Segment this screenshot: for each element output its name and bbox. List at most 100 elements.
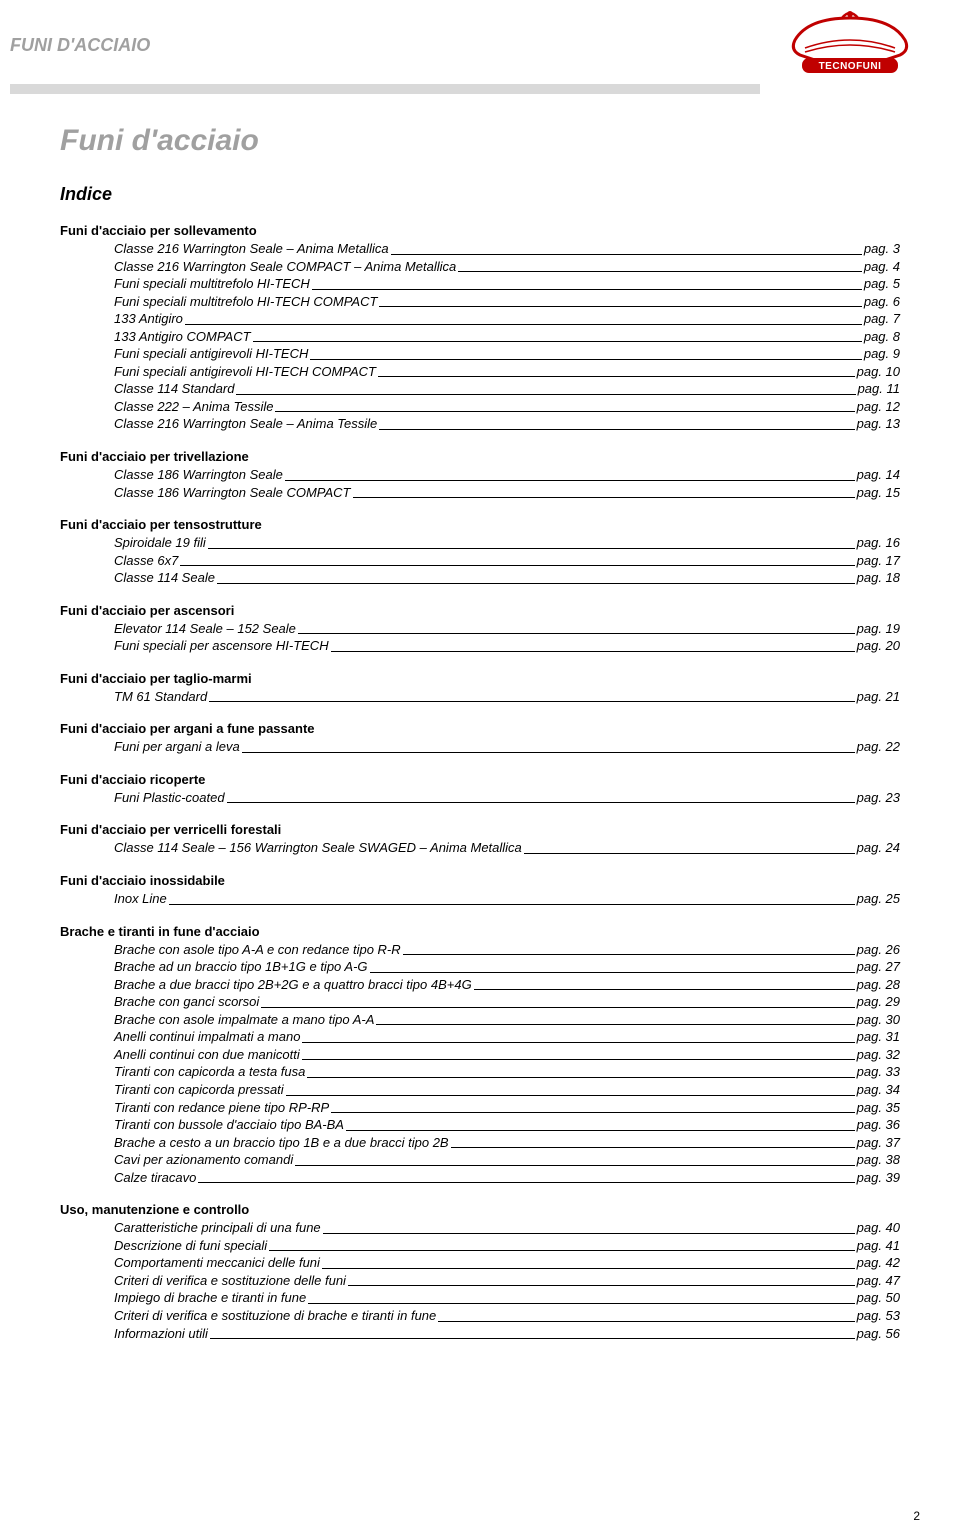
toc-row-page: pag. 37: [857, 1134, 900, 1152]
section-rows: TM 61 Standardpag. 21: [60, 688, 900, 706]
section-rows: Inox Linepag. 25: [60, 890, 900, 908]
toc-row: Funi speciali antigirevoli HI-TECHpag. 9: [114, 345, 900, 363]
toc-row-label: Elevator 114 Seale – 152 Seale: [114, 620, 296, 638]
toc-row-leader: [376, 1024, 854, 1025]
toc-row: Classe 222 – Anima Tessile pag. 12: [114, 398, 900, 416]
toc-row-label: Tiranti con bussole d'acciaio tipo BA-BA: [114, 1116, 344, 1134]
toc-row-leader: [346, 1130, 855, 1131]
toc-row-page: pag. 28: [857, 976, 900, 994]
toc-row: Funi per argani a leva pag. 22: [114, 738, 900, 756]
toc-row-leader: [310, 359, 862, 360]
toc-row-page: pag. 6: [864, 293, 900, 311]
toc-row-label: Classe 186 Warrington Seale COMPACT: [114, 484, 351, 502]
toc-row: Classe 186 Warrington Sealepag. 14: [114, 466, 900, 484]
toc-row-leader: [253, 341, 862, 342]
toc-row: TM 61 Standardpag. 21: [114, 688, 900, 706]
toc-row: Funi speciali antigirevoli HI-TECH COMPA…: [114, 363, 900, 381]
toc-row-label: Anelli continui con due manicotti: [114, 1046, 300, 1064]
toc-row-leader: [379, 306, 861, 307]
toc-row: Funi speciali per ascensore HI-TECHpag. …: [114, 637, 900, 655]
toc-row: Classe 216 Warrington Seale COMPACT – An…: [114, 258, 900, 276]
toc-row-page: pag. 31: [857, 1028, 900, 1046]
toc-row-label: Criteri di verifica e sostituzione delle…: [114, 1272, 346, 1290]
toc-row: Brache ad un braccio tipo 1B+1G e tipo A…: [114, 958, 900, 976]
page-number: 2: [913, 1509, 920, 1523]
toc-row-label: 133 Antigiro: [114, 310, 183, 328]
section-rows: Funi Plastic-coatedpag. 23: [60, 789, 900, 807]
toc-row-label: Tiranti con capicorda pressati: [114, 1081, 284, 1099]
toc-row-page: pag. 39: [857, 1169, 900, 1187]
section-rows: Brache con asole tipo A-A e con redance …: [60, 941, 900, 1187]
toc-row: Brache a due bracci tipo 2B+2G e a quatt…: [114, 976, 900, 994]
toc-row-page: pag. 4: [864, 258, 900, 276]
toc-section: Funi d'acciaio per trivellazioneClasse 1…: [60, 449, 900, 501]
toc-row-label: Brache con ganci scorsoi: [114, 993, 259, 1011]
section-rows: Classe 186 Warrington Sealepag. 14Classe…: [60, 466, 900, 501]
toc-row: Impiego di brache e tiranti in funepag. …: [114, 1289, 900, 1307]
toc-row-leader: [198, 1182, 854, 1183]
toc-row-leader: [379, 429, 854, 430]
section-title: Brache e tiranti in fune d'acciaio: [60, 924, 900, 939]
toc-row-leader: [298, 633, 855, 634]
toc-row-label: Funi speciali multitrefolo HI-TECH: [114, 275, 310, 293]
toc-row-page: pag. 35: [857, 1099, 900, 1117]
toc-row-label: Classe 216 Warrington Seale – Anima Tess…: [114, 415, 377, 433]
toc-row: Criteri di verifica e sostituzione di br…: [114, 1307, 900, 1325]
toc-section: Funi d'acciaio per argani a fune passant…: [60, 721, 900, 756]
toc-row-page: pag. 42: [857, 1254, 900, 1272]
toc-row-leader: [208, 548, 855, 549]
toc-row-page: pag. 3: [864, 240, 900, 258]
toc-row-page: pag. 17: [857, 552, 900, 570]
toc-row-label: Classe 222 – Anima Tessile: [114, 398, 273, 416]
toc-row-leader: [269, 1250, 854, 1251]
toc-row-leader: [312, 289, 862, 290]
toc-row-page: pag. 26: [857, 941, 900, 959]
toc-row-label: Funi per argani a leva: [114, 738, 240, 756]
toc-row: Calze tiracavopag. 39: [114, 1169, 900, 1187]
toc-row-page: pag. 41: [857, 1237, 900, 1255]
toc-row-page: pag. 33: [857, 1063, 900, 1081]
toc-row: Anelli continui con due manicottipag. 32: [114, 1046, 900, 1064]
toc-row-page: pag. 18: [857, 569, 900, 587]
toc-row: Funi speciali multitrefolo HI-TECH COMPA…: [114, 293, 900, 311]
toc-row-page: pag. 12: [857, 398, 900, 416]
toc-row: Classe 114 Standardpag. 11: [114, 380, 900, 398]
toc-section: Funi d'acciaio per verricelli forestaliC…: [60, 822, 900, 857]
toc-row-label: Brache con asole impalmate a mano tipo A…: [114, 1011, 374, 1029]
toc-row-leader: [322, 1268, 855, 1269]
toc-row: Brache con asole impalmate a mano tipo A…: [114, 1011, 900, 1029]
toc-row: Descrizione di funi specialipag. 41: [114, 1237, 900, 1255]
toc-row-leader: [524, 853, 855, 854]
toc-row-page: pag. 22: [857, 738, 900, 756]
toc-row: Spiroidale 19 filipag. 16: [114, 534, 900, 552]
index-title: Indice: [60, 184, 900, 205]
toc-row: Brache a cesto a un braccio tipo 1B e a …: [114, 1134, 900, 1152]
toc-row-label: Inox Line: [114, 890, 167, 908]
toc-row-label: Cavi per azionamento comandi: [114, 1151, 293, 1169]
toc-row-leader: [185, 324, 862, 325]
toc-row-leader: [348, 1285, 855, 1286]
toc-row-label: Classe 114 Seale: [114, 569, 215, 587]
section-rows: Spiroidale 19 filipag. 16Classe 6x7pag. …: [60, 534, 900, 587]
toc-row-page: pag. 24: [857, 839, 900, 857]
toc-row-label: Tiranti con capicorda a testa fusa: [114, 1063, 305, 1081]
toc-row-page: pag. 14: [857, 466, 900, 484]
toc-row-leader: [227, 802, 855, 803]
toc-row: Classe 216 Warrington Seale – Anima Tess…: [114, 415, 900, 433]
toc-row-page: pag. 30: [857, 1011, 900, 1029]
toc-row-leader: [307, 1077, 854, 1078]
toc-row: Caratteristiche principali di una funepa…: [114, 1219, 900, 1237]
section-rows: Caratteristiche principali di una funepa…: [60, 1219, 900, 1342]
toc-row-leader: [391, 254, 862, 255]
header-rule: [10, 84, 760, 94]
section-rows: Classe 216 Warrington Seale – Anima Meta…: [60, 240, 900, 433]
toc-row-page: pag. 53: [857, 1307, 900, 1325]
toc-row: Classe 6x7pag. 17: [114, 552, 900, 570]
toc-row-label: 133 Antigiro COMPACT: [114, 328, 251, 346]
toc-row: Classe 216 Warrington Seale – Anima Meta…: [114, 240, 900, 258]
toc-row-leader: [438, 1321, 854, 1322]
toc-row-leader: [458, 271, 862, 272]
toc-row-leader: [308, 1303, 854, 1304]
section-title: Funi d'acciaio inossidabile: [60, 873, 900, 888]
content: Funi d'acciaio Indice Funi d'acciaio per…: [0, 94, 960, 1378]
